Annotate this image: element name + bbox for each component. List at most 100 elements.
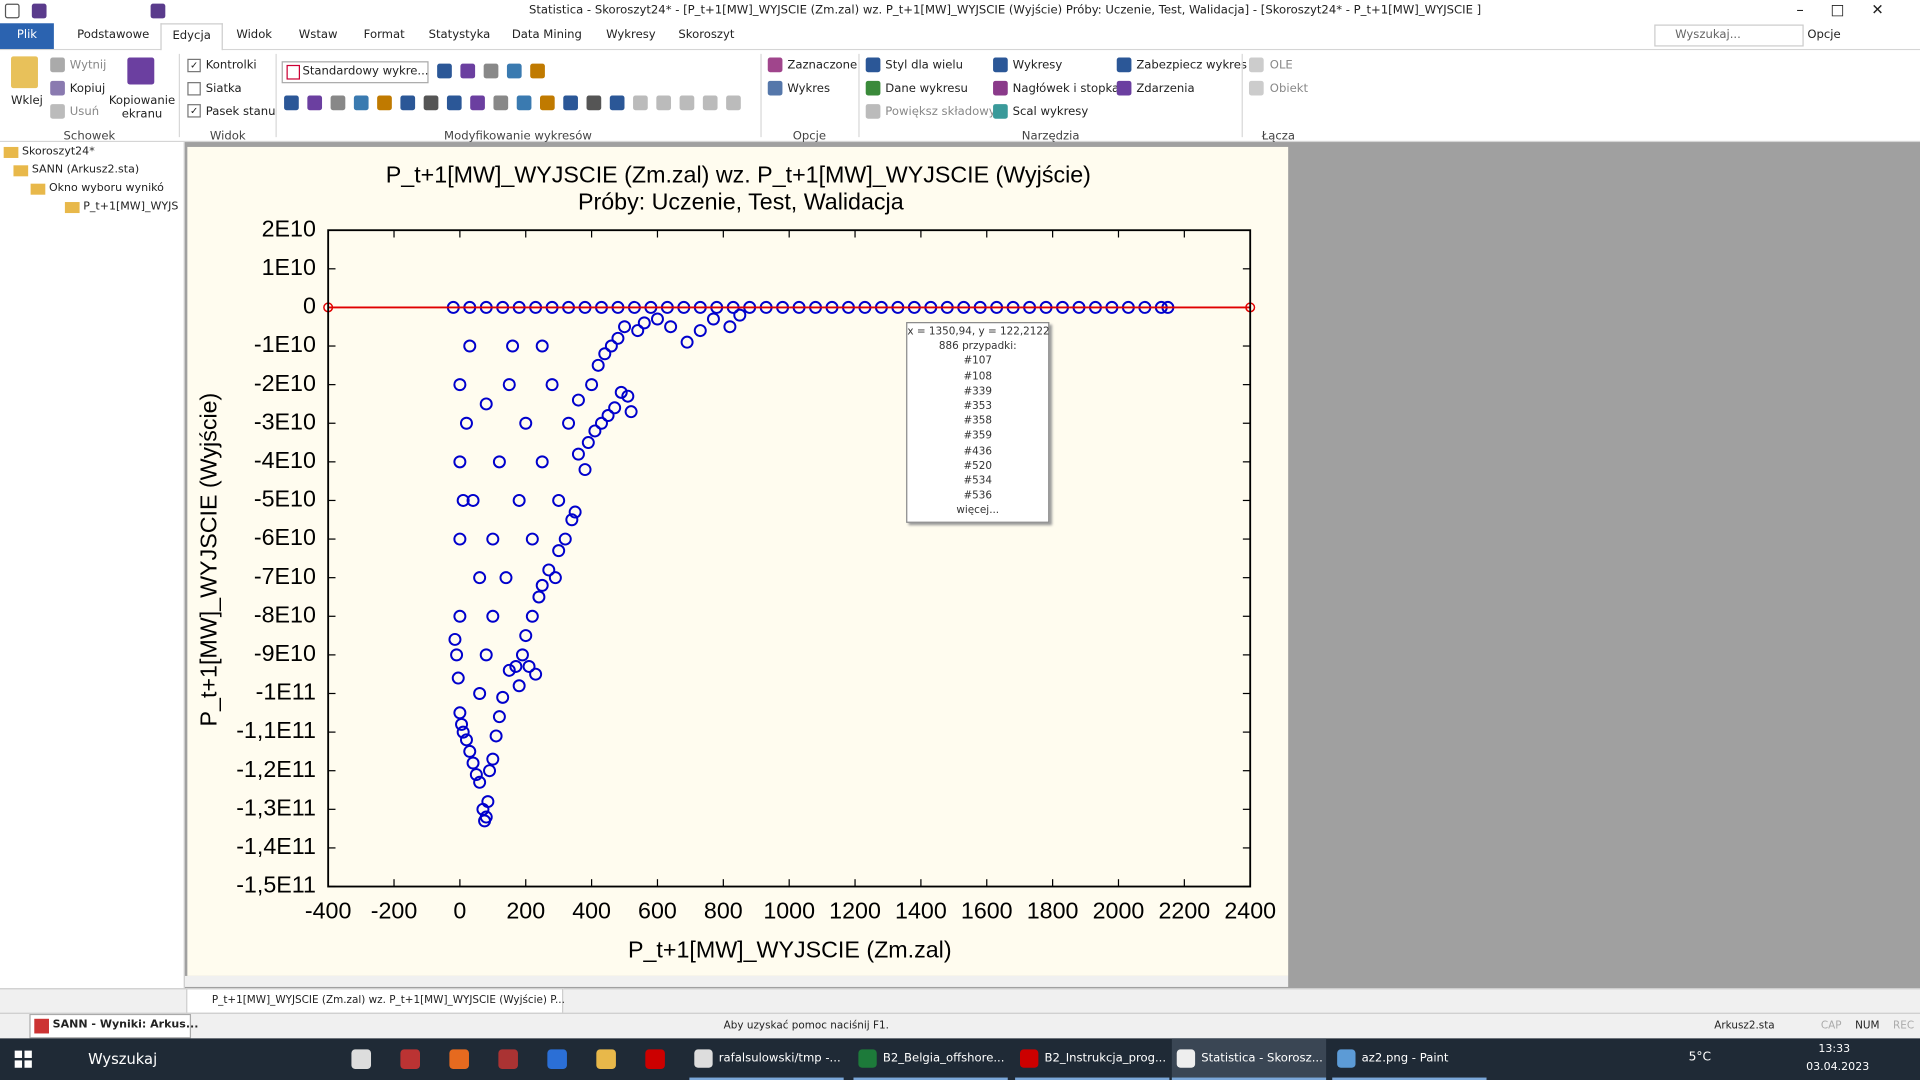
toolbar-icon[interactable] bbox=[493, 95, 509, 111]
taskbar-icon[interactable] bbox=[498, 1049, 518, 1069]
toolbar-icon[interactable] bbox=[586, 95, 602, 111]
tree-item[interactable]: Skoroszyt24* bbox=[22, 145, 95, 158]
menu-tab[interactable]: Statystyka bbox=[428, 28, 491, 42]
menu-tab[interactable]: Wstaw bbox=[298, 28, 338, 42]
window-tab[interactable]: SANN - Wyniki: Arkus... bbox=[29, 1013, 198, 1039]
selected-button[interactable]: Zaznaczone bbox=[787, 58, 858, 73]
object-button[interactable]: Obiekt bbox=[1269, 82, 1309, 96]
taskbar-app[interactable]: az2.png - Paint bbox=[1332, 1038, 1487, 1080]
group-label: Łącza bbox=[1261, 129, 1296, 144]
paste-icon[interactable] bbox=[11, 56, 38, 89]
toolbar-icon[interactable] bbox=[307, 95, 323, 111]
tree-icon[interactable] bbox=[13, 165, 29, 177]
tool-button[interactable]: Scal wykresy bbox=[1012, 105, 1089, 119]
search-box[interactable]: Wyszukaj... bbox=[1654, 24, 1804, 47]
toolbar-icon[interactable] bbox=[483, 63, 499, 79]
qat-icon[interactable] bbox=[150, 3, 166, 19]
taskbar-app[interactable]: B2_Belgia_offshore... bbox=[853, 1038, 1008, 1080]
paste-button[interactable]: Wklej bbox=[11, 94, 43, 108]
point bbox=[479, 397, 493, 411]
toolbar-icon[interactable] bbox=[633, 95, 648, 111]
checkbox[interactable]: ✓ bbox=[187, 58, 201, 73]
tree-item[interactable]: Okno wyboru wynikó bbox=[48, 182, 164, 195]
cut-button[interactable]: Wytnij bbox=[69, 58, 107, 73]
delete-icon bbox=[50, 104, 65, 119]
toolbar-icon[interactable] bbox=[540, 95, 555, 111]
ole-button[interactable]: OLE bbox=[1269, 58, 1293, 73]
menu-tab[interactable]: Podstawowe bbox=[77, 28, 150, 42]
tool-button[interactable]: Zdarzenia bbox=[1136, 82, 1195, 96]
taskbar-app[interactable]: rafalsulowski/tmp -... bbox=[689, 1038, 844, 1080]
graph-button[interactable]: Wykres bbox=[787, 82, 831, 96]
taskbar-icon[interactable] bbox=[449, 1049, 469, 1069]
toolbar-icon[interactable] bbox=[284, 95, 299, 111]
separator bbox=[275, 53, 277, 138]
toolbar-icon[interactable] bbox=[377, 95, 392, 111]
taskbar-icon[interactable] bbox=[351, 1049, 372, 1069]
taskbar-icon[interactable] bbox=[645, 1049, 665, 1069]
screen-copy-button[interactable]: Kopiowanie ekranu bbox=[108, 94, 176, 122]
toolbar-icon[interactable] bbox=[506, 63, 522, 79]
toolbar-icon[interactable] bbox=[530, 63, 545, 79]
menu-tab[interactable]: Widok bbox=[236, 28, 273, 42]
toolbar-icon[interactable] bbox=[470, 95, 485, 111]
style-dropdown[interactable]: Standardowy wykre... bbox=[281, 61, 429, 84]
taskbar-search[interactable]: Wyszukaj bbox=[49, 1038, 331, 1080]
menu-tab[interactable]: Format bbox=[363, 28, 405, 42]
tree-icon[interactable] bbox=[64, 202, 80, 214]
checkbox[interactable] bbox=[187, 82, 201, 96]
toolbar-icon[interactable] bbox=[400, 95, 416, 111]
toolbar-icon[interactable] bbox=[330, 95, 346, 111]
point bbox=[453, 378, 467, 392]
toolbar-icon[interactable] bbox=[656, 95, 672, 111]
taskbar-icon[interactable] bbox=[596, 1049, 616, 1069]
weather: 5°C bbox=[1688, 1050, 1712, 1065]
y-tick-label: -8E10 bbox=[254, 601, 316, 627]
menu-tab[interactable]: Plik bbox=[0, 23, 54, 49]
toolbar-icon[interactable] bbox=[446, 95, 462, 111]
toolbar-icon[interactable] bbox=[702, 95, 718, 111]
point bbox=[552, 493, 566, 507]
tree-item[interactable]: P_t+1[MW]_WYJS bbox=[83, 200, 179, 214]
toolbar-icon[interactable] bbox=[516, 95, 532, 111]
taskbar-app[interactable]: Statistica - Skorosz... bbox=[1171, 1038, 1327, 1080]
tree-icon[interactable] bbox=[30, 183, 46, 195]
taskbar-app[interactable]: B2_Instrukcja_prog... bbox=[1015, 1038, 1170, 1080]
toolbar-icon[interactable] bbox=[563, 95, 578, 111]
delete-button[interactable]: Usuń bbox=[69, 105, 100, 119]
menu-tab[interactable]: Edycja bbox=[160, 23, 223, 52]
tool-button[interactable]: Nagłówek i stopka bbox=[1012, 82, 1120, 96]
options-menu[interactable]: Opcje bbox=[1807, 28, 1841, 42]
start-button[interactable] bbox=[14, 1050, 32, 1068]
tree-item[interactable]: SANN (Arkusz2.sta) bbox=[31, 164, 140, 177]
point bbox=[486, 752, 500, 766]
menu-tab[interactable]: Wykresy bbox=[606, 28, 656, 42]
tool-button[interactable]: Wykresy bbox=[1012, 58, 1063, 73]
toolbar-icon[interactable] bbox=[423, 95, 439, 111]
toolbar-icon[interactable] bbox=[460, 63, 476, 79]
tool-button[interactable]: Powiększ składowy bbox=[885, 105, 996, 119]
tree-icon[interactable] bbox=[3, 146, 19, 158]
toolbar-icon[interactable] bbox=[726, 95, 741, 111]
document-tab[interactable]: P_t+1[MW]_WYJSCIE (Zm.zal) wz. P_t+1[MW]… bbox=[186, 988, 565, 1014]
tool-button[interactable]: Styl dla wielu bbox=[885, 58, 964, 73]
save-icon[interactable] bbox=[31, 3, 47, 19]
point bbox=[723, 320, 737, 334]
copy-button[interactable]: Kopiuj bbox=[69, 82, 106, 96]
menu-tab[interactable]: Skoroszyt bbox=[678, 28, 735, 42]
taskbar-app-label: Statistica - Skorosz... bbox=[1201, 1051, 1323, 1066]
chart-scrollbar[interactable] bbox=[184, 975, 1289, 987]
toolbar-icon[interactable] bbox=[609, 95, 625, 111]
window-controls[interactable]: –□✕ bbox=[1796, 1, 1911, 19]
toolbar-icon[interactable] bbox=[437, 63, 452, 79]
taskbar-icon[interactable] bbox=[547, 1049, 567, 1069]
menu-tab[interactable]: Data Mining bbox=[511, 28, 582, 42]
toolbar-icon[interactable] bbox=[353, 95, 369, 111]
toolbar-icon[interactable] bbox=[679, 95, 695, 111]
checkbox[interactable]: ✓ bbox=[187, 104, 201, 118]
taskbar-app-icon bbox=[1020, 1049, 1039, 1068]
taskbar-icon[interactable] bbox=[400, 1049, 420, 1069]
tool-button[interactable]: Dane wykresu bbox=[885, 82, 968, 96]
x-tick-label: 1200 bbox=[829, 897, 881, 923]
tool-button[interactable]: Zabezpiecz wykres bbox=[1136, 58, 1247, 73]
